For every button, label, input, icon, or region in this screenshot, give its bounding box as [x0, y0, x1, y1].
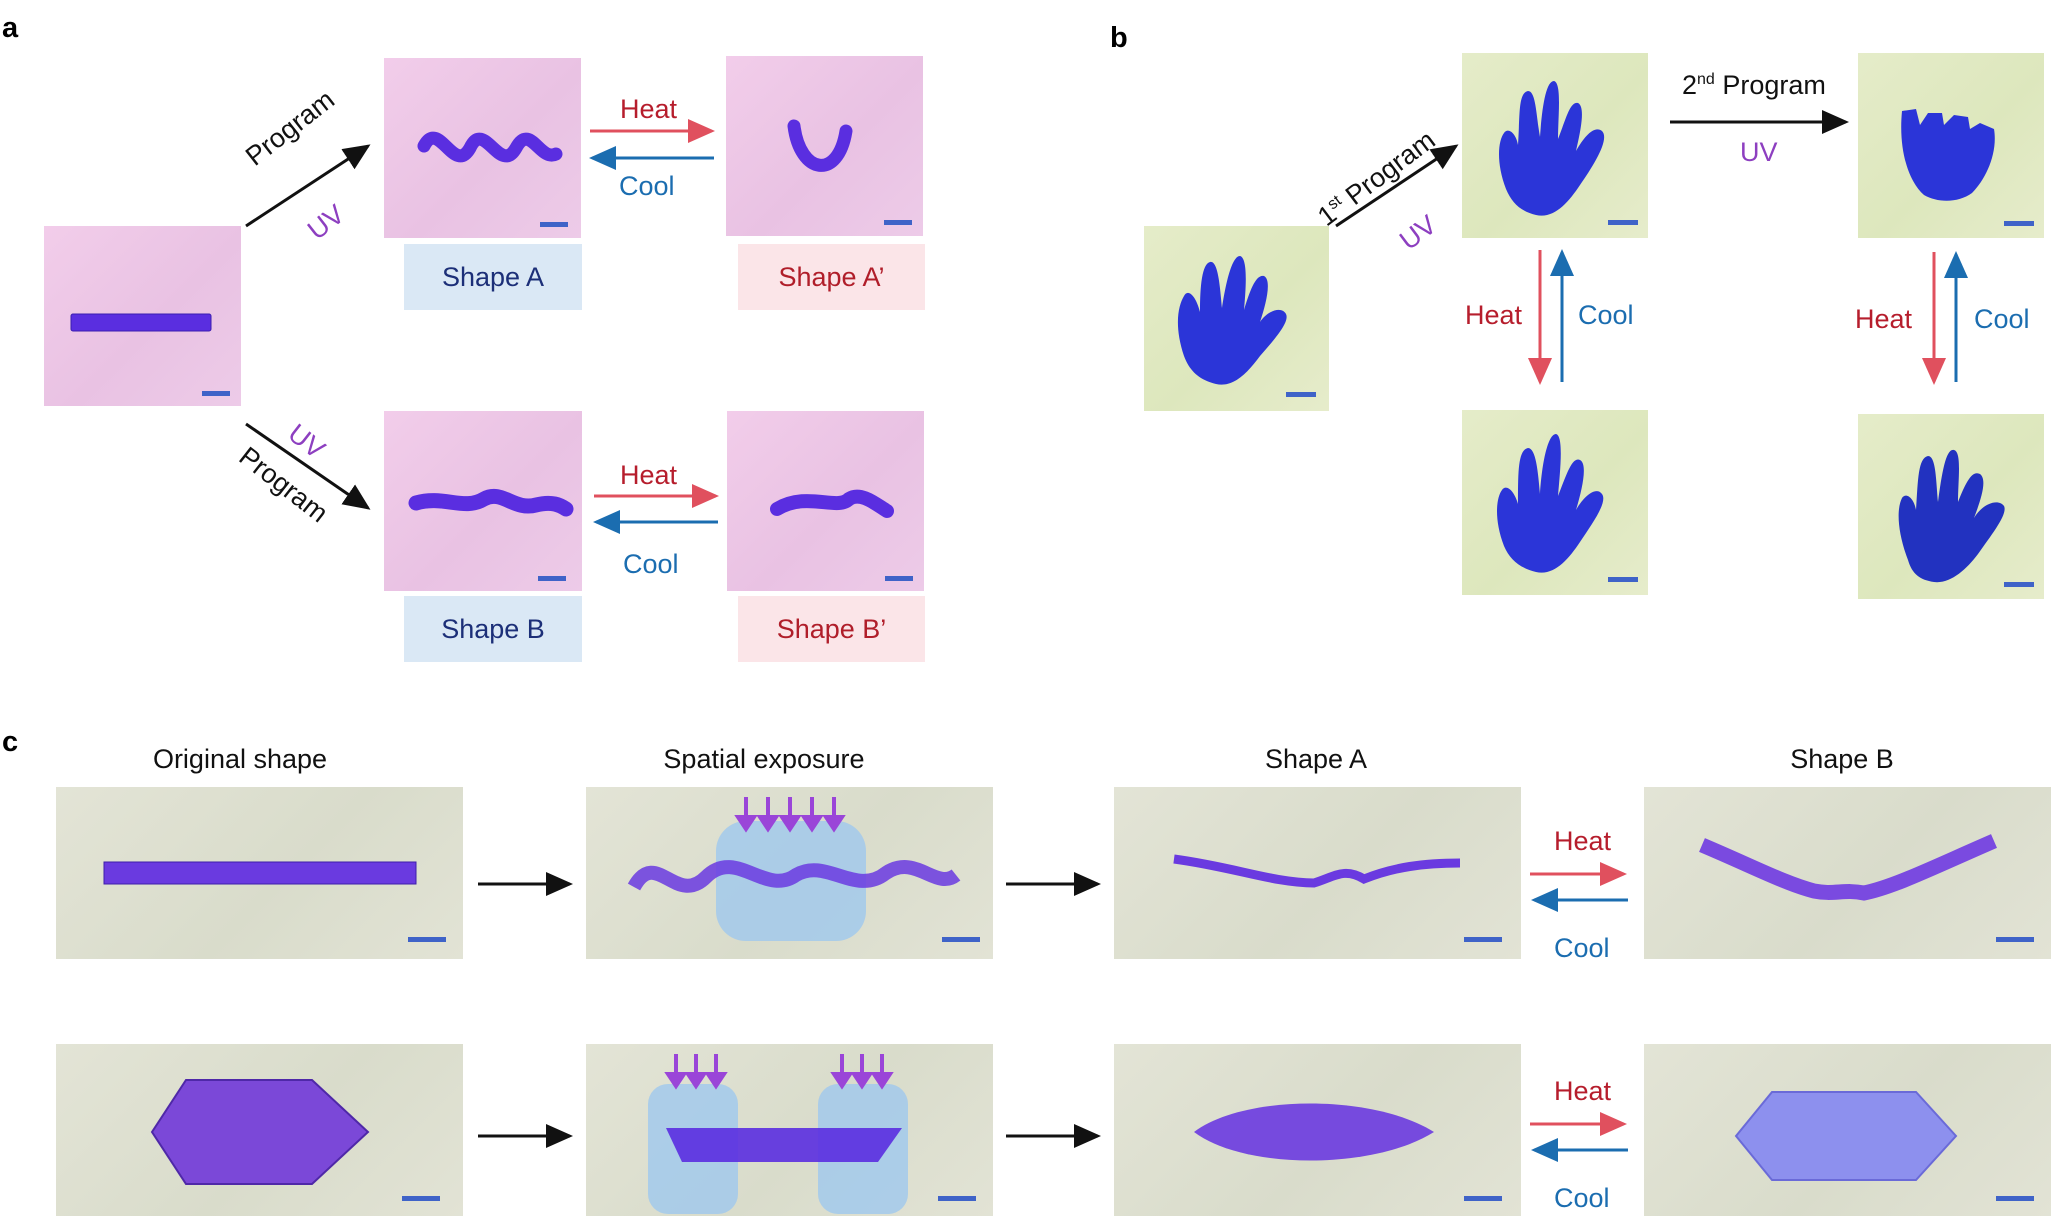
heat-label-a1: Heat — [620, 94, 678, 124]
photo-c-hexagon-exposure — [586, 1044, 993, 1216]
cool-label-c1: Cool — [1554, 933, 1610, 963]
photo-c-hexagon-original — [56, 1044, 463, 1216]
panel-label-c: c — [2, 726, 19, 758]
photo-a-shape-b-prime — [727, 411, 924, 591]
cool-label-b2: Cool — [1974, 304, 2030, 334]
heat-label-b1: Heat — [1465, 300, 1523, 330]
cool-label-a2: Cool — [623, 549, 679, 579]
arrow-program-lower — [245, 422, 371, 510]
header-shape-a: Shape A — [1264, 744, 1368, 774]
photo-c-hexagon-shape-b — [1644, 1044, 2051, 1216]
panel-label-a: a — [2, 12, 19, 44]
cool-label-c2: Cool — [1554, 1183, 1610, 1213]
photo-b-second-program — [1858, 53, 2044, 238]
shape-b-label: Shape B — [404, 596, 582, 662]
arrow-program-upper — [245, 144, 371, 228]
header-spatial-exposure: Spatial exposure — [663, 744, 865, 774]
photo-c-strip-shape-a — [1114, 787, 1521, 959]
shape-a-label: Shape A — [404, 244, 582, 310]
photo-a-original — [44, 226, 241, 406]
shape-b-prime-label: Shape B’ — [738, 596, 925, 662]
header-shape-b: Shape B — [1790, 744, 1894, 774]
heat-label-c2: Heat — [1554, 1076, 1612, 1106]
shape-a-prime-label: Shape A’ — [738, 244, 925, 310]
photo-c-hexagon-shape-a — [1114, 1044, 1521, 1216]
panel-label-b: b — [1110, 22, 1128, 54]
heat-label-b2: Heat — [1855, 304, 1913, 334]
photo-a-shape-a — [384, 58, 581, 238]
uv-label-b2: UV — [1740, 137, 1778, 167]
second-program-label: 2nd Program — [1682, 70, 1826, 101]
photo-a-shape-a-prime — [726, 56, 923, 236]
arrow-first-program — [1335, 144, 1459, 228]
photo-b-original — [1144, 226, 1329, 411]
header-original-shape: Original shape — [152, 744, 328, 774]
second-program-num: 2 — [1682, 70, 1698, 100]
photo-b-second-heated — [1858, 414, 2044, 599]
second-program-sup: nd — [1697, 71, 1715, 88]
cool-label-a1: Cool — [619, 171, 675, 201]
photo-c-strip-exposure — [586, 787, 993, 959]
second-program-text: Program — [1714, 70, 1826, 100]
photo-c-strip-original — [56, 787, 463, 959]
heat-label-a2: Heat — [620, 460, 678, 490]
photo-b-programmed — [1462, 53, 1648, 238]
heat-label-c1: Heat — [1554, 826, 1612, 856]
photo-b-heated — [1462, 410, 1648, 595]
cool-label-b1: Cool — [1578, 300, 1634, 330]
photo-a-shape-b — [384, 411, 582, 591]
photo-c-strip-shape-b — [1644, 787, 2051, 959]
